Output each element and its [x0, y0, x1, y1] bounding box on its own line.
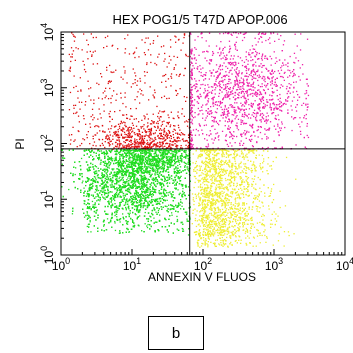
y-axis-ticks: 100 101 102 103 104	[39, 23, 67, 264]
y-tick-label: 102	[39, 134, 56, 152]
x-tick-label: 104	[336, 256, 353, 273]
chart-title: HEX POG1/5 T47D APOP.006	[112, 12, 287, 27]
panel-label-box: b	[148, 316, 204, 350]
scatter-points	[61, 32, 310, 248]
quadrant-gates	[61, 32, 345, 255]
flow-cytometry-plot: HEX POG1/5 T47D APOP.006 100 101 102 103 104…	[13, 12, 353, 284]
panel-label: b	[171, 324, 181, 342]
y-tick-label: 101	[39, 190, 56, 208]
y-tick-label: 100	[39, 246, 56, 264]
y-tick-label: 104	[39, 23, 56, 41]
y-axis-label: PI	[13, 138, 27, 149]
y-tick-label: 103	[39, 79, 56, 97]
population-upper-right	[189, 32, 310, 151]
x-tick-label: 103	[265, 256, 283, 273]
x-tick-label: 101	[123, 256, 141, 273]
x-axis-ticks: 100 101 102 103 104	[52, 249, 353, 273]
population-upper-left	[68, 32, 191, 151]
population-lower-right	[191, 148, 297, 248]
x-axis-label: ANNEXIN V FLUOS	[148, 270, 256, 284]
x-tick-label: 100	[52, 256, 70, 273]
x-tick-label: 102	[194, 256, 212, 273]
population-lower-left	[61, 148, 191, 236]
